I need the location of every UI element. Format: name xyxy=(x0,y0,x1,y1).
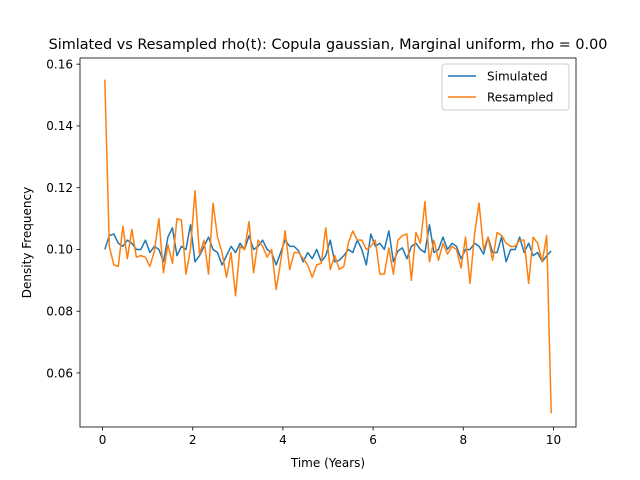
x-tick-label: 0 xyxy=(99,433,107,447)
y-tick-label: 0.16 xyxy=(46,57,73,71)
x-axis-ticks: 0 2 4 6 8 10 xyxy=(99,427,561,447)
legend-label-resampled: Resampled xyxy=(487,90,553,104)
legend: Simulated Resampled xyxy=(441,63,570,111)
y-tick-label: 0.14 xyxy=(46,119,73,133)
x-tick-label: 6 xyxy=(369,433,377,447)
x-tick-label: 4 xyxy=(279,433,287,447)
axes-frame xyxy=(79,57,577,428)
y-tick-label: 0.08 xyxy=(46,305,73,319)
y-tick-label: 0.12 xyxy=(46,181,73,195)
legend-label-simulated: Simulated xyxy=(487,69,548,83)
x-tick-label: 2 xyxy=(189,433,197,447)
y-axis-ticks: 0.06 0.08 0.10 0.12 0.14 0.16 xyxy=(46,57,80,380)
series-line-resampled xyxy=(104,79,552,414)
y-tick-label: 0.10 xyxy=(46,243,73,257)
x-axis-label: Time (Years) xyxy=(290,456,365,470)
x-tick-label: 10 xyxy=(546,433,561,447)
series-layer xyxy=(104,79,552,414)
chart-title: Simlated vs Resampled rho(t): Copula gau… xyxy=(49,37,608,53)
y-axis-label: Density Frequency xyxy=(20,187,34,298)
y-tick-label: 0.06 xyxy=(46,366,73,380)
x-tick-label: 8 xyxy=(459,433,467,447)
